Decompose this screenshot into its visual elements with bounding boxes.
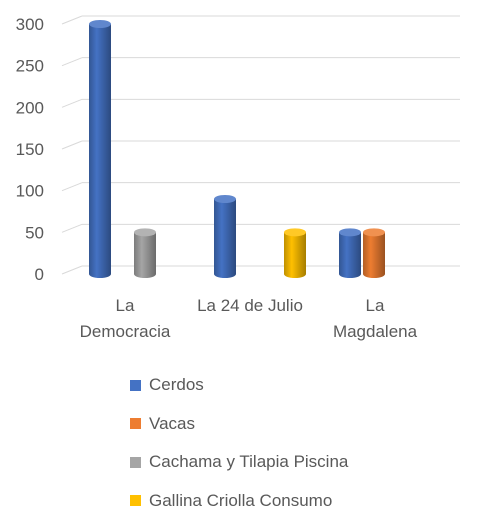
gridline-depth (62, 141, 82, 149)
legend-label: Cerdos (149, 375, 204, 395)
y-tick-label: 250 (16, 57, 44, 76)
bar-body (339, 232, 361, 278)
gridlines (62, 16, 460, 274)
y-tick-label: 100 (16, 182, 44, 201)
bar-body (89, 24, 111, 278)
y-axis: 0 50 100 150 200 250 300 (16, 15, 44, 284)
legend-swatch (130, 380, 141, 391)
bar-cap (284, 228, 306, 236)
legend-item: Gallina Criolla Consumo (130, 482, 470, 520)
y-tick-label: 150 (16, 140, 44, 159)
legend: Cerdos Vacas Cachama y Tilapia Piscina Gall… (130, 366, 470, 520)
bar-cerdos (89, 20, 111, 278)
gridline-depth (62, 16, 82, 24)
legend-item: Cerdos (130, 366, 470, 405)
x-tick-label: La 24 de Julio (197, 296, 303, 315)
legend-swatch (130, 457, 141, 468)
legend-swatch (130, 418, 141, 429)
gridline-depth (62, 183, 82, 191)
bar-cerdos (214, 195, 236, 278)
legend-swatch (130, 495, 141, 506)
legend-label: Gallina Criolla Consumo (149, 491, 332, 511)
y-tick-label: 300 (16, 15, 44, 34)
bar-cap (339, 228, 361, 236)
bar-cachama-y-tilapia-piscina (134, 228, 156, 278)
bar-cap (214, 195, 236, 203)
bars (89, 20, 385, 278)
y-tick-label: 200 (16, 98, 44, 117)
gridline-depth (62, 224, 82, 232)
bar-body (214, 199, 236, 278)
gridline-depth (62, 266, 82, 274)
bar-cap (134, 228, 156, 236)
legend-label: Cachama y Tilapia Piscina (149, 452, 348, 472)
bar-cerdos (339, 228, 361, 278)
gridline-depth (62, 99, 82, 107)
legend-item: Vacas (130, 405, 470, 444)
bar-body (134, 232, 156, 278)
legend-label: Vacas (149, 414, 195, 434)
gridline-depth (62, 58, 82, 66)
bar-vacas (363, 228, 385, 278)
y-tick-label: 0 (35, 265, 44, 284)
y-tick-label: 50 (25, 223, 44, 242)
legend-item: Cachama y Tilapia Piscina (130, 443, 470, 482)
bar-body (363, 232, 385, 278)
bar-cap (363, 228, 385, 236)
bar-body (284, 232, 306, 278)
bar-gallina-criolla-consumo (284, 228, 306, 278)
bar-cap (89, 20, 111, 28)
